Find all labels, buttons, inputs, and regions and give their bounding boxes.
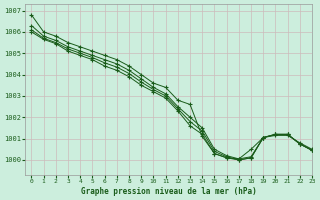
X-axis label: Graphe pression niveau de la mer (hPa): Graphe pression niveau de la mer (hPa)	[81, 187, 257, 196]
